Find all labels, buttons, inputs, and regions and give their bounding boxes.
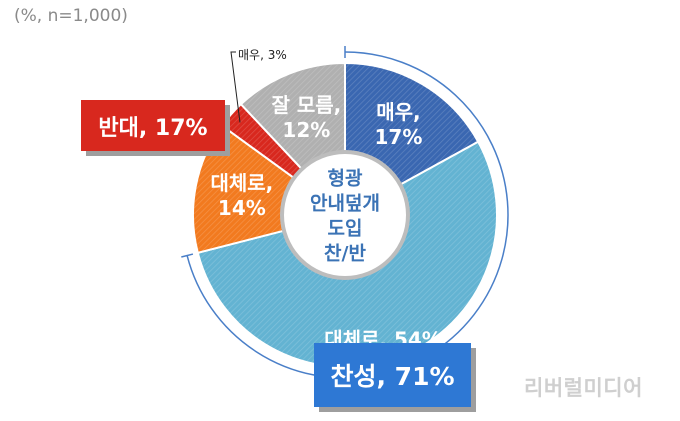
slice-texture-3 bbox=[193, 125, 295, 253]
very-oppose-callout-label: 매우, 3% bbox=[238, 48, 287, 62]
slice-texture-4 bbox=[222, 104, 303, 179]
slice-label-3: 대체로, 14% bbox=[210, 171, 273, 220]
oppose-summary-label: 반대, 17% bbox=[98, 115, 208, 141]
slice-label-1: 매우, 17% bbox=[375, 100, 423, 149]
center-ring bbox=[280, 150, 410, 280]
slice-texture-5 bbox=[240, 63, 345, 170]
center-label-line-3: 도입 bbox=[328, 218, 363, 240]
center-label-line-4: 찬/반 bbox=[324, 243, 366, 265]
center-label-line-1: 형광 bbox=[328, 168, 363, 190]
slice-texture-2 bbox=[197, 141, 497, 367]
oppose-summary-box: 반대, 17% bbox=[81, 100, 225, 151]
very-oppose-callout-line bbox=[230, 51, 241, 123]
support-bracket-tick-2 bbox=[181, 253, 194, 258]
slice-label-5: 잘 모름, 12% bbox=[271, 93, 341, 142]
watermark: 리버럴미디어 bbox=[524, 376, 643, 400]
unit-note: (%, n=1,000) bbox=[14, 6, 128, 26]
support-summary-box: 찬성, 71% bbox=[314, 343, 471, 407]
support-summary-label: 찬성, 71% bbox=[330, 362, 455, 391]
slice-texture-1 bbox=[345, 63, 479, 186]
center-label-line-2: 안내덮개 bbox=[310, 193, 380, 215]
support-bracket bbox=[186, 51, 509, 379]
